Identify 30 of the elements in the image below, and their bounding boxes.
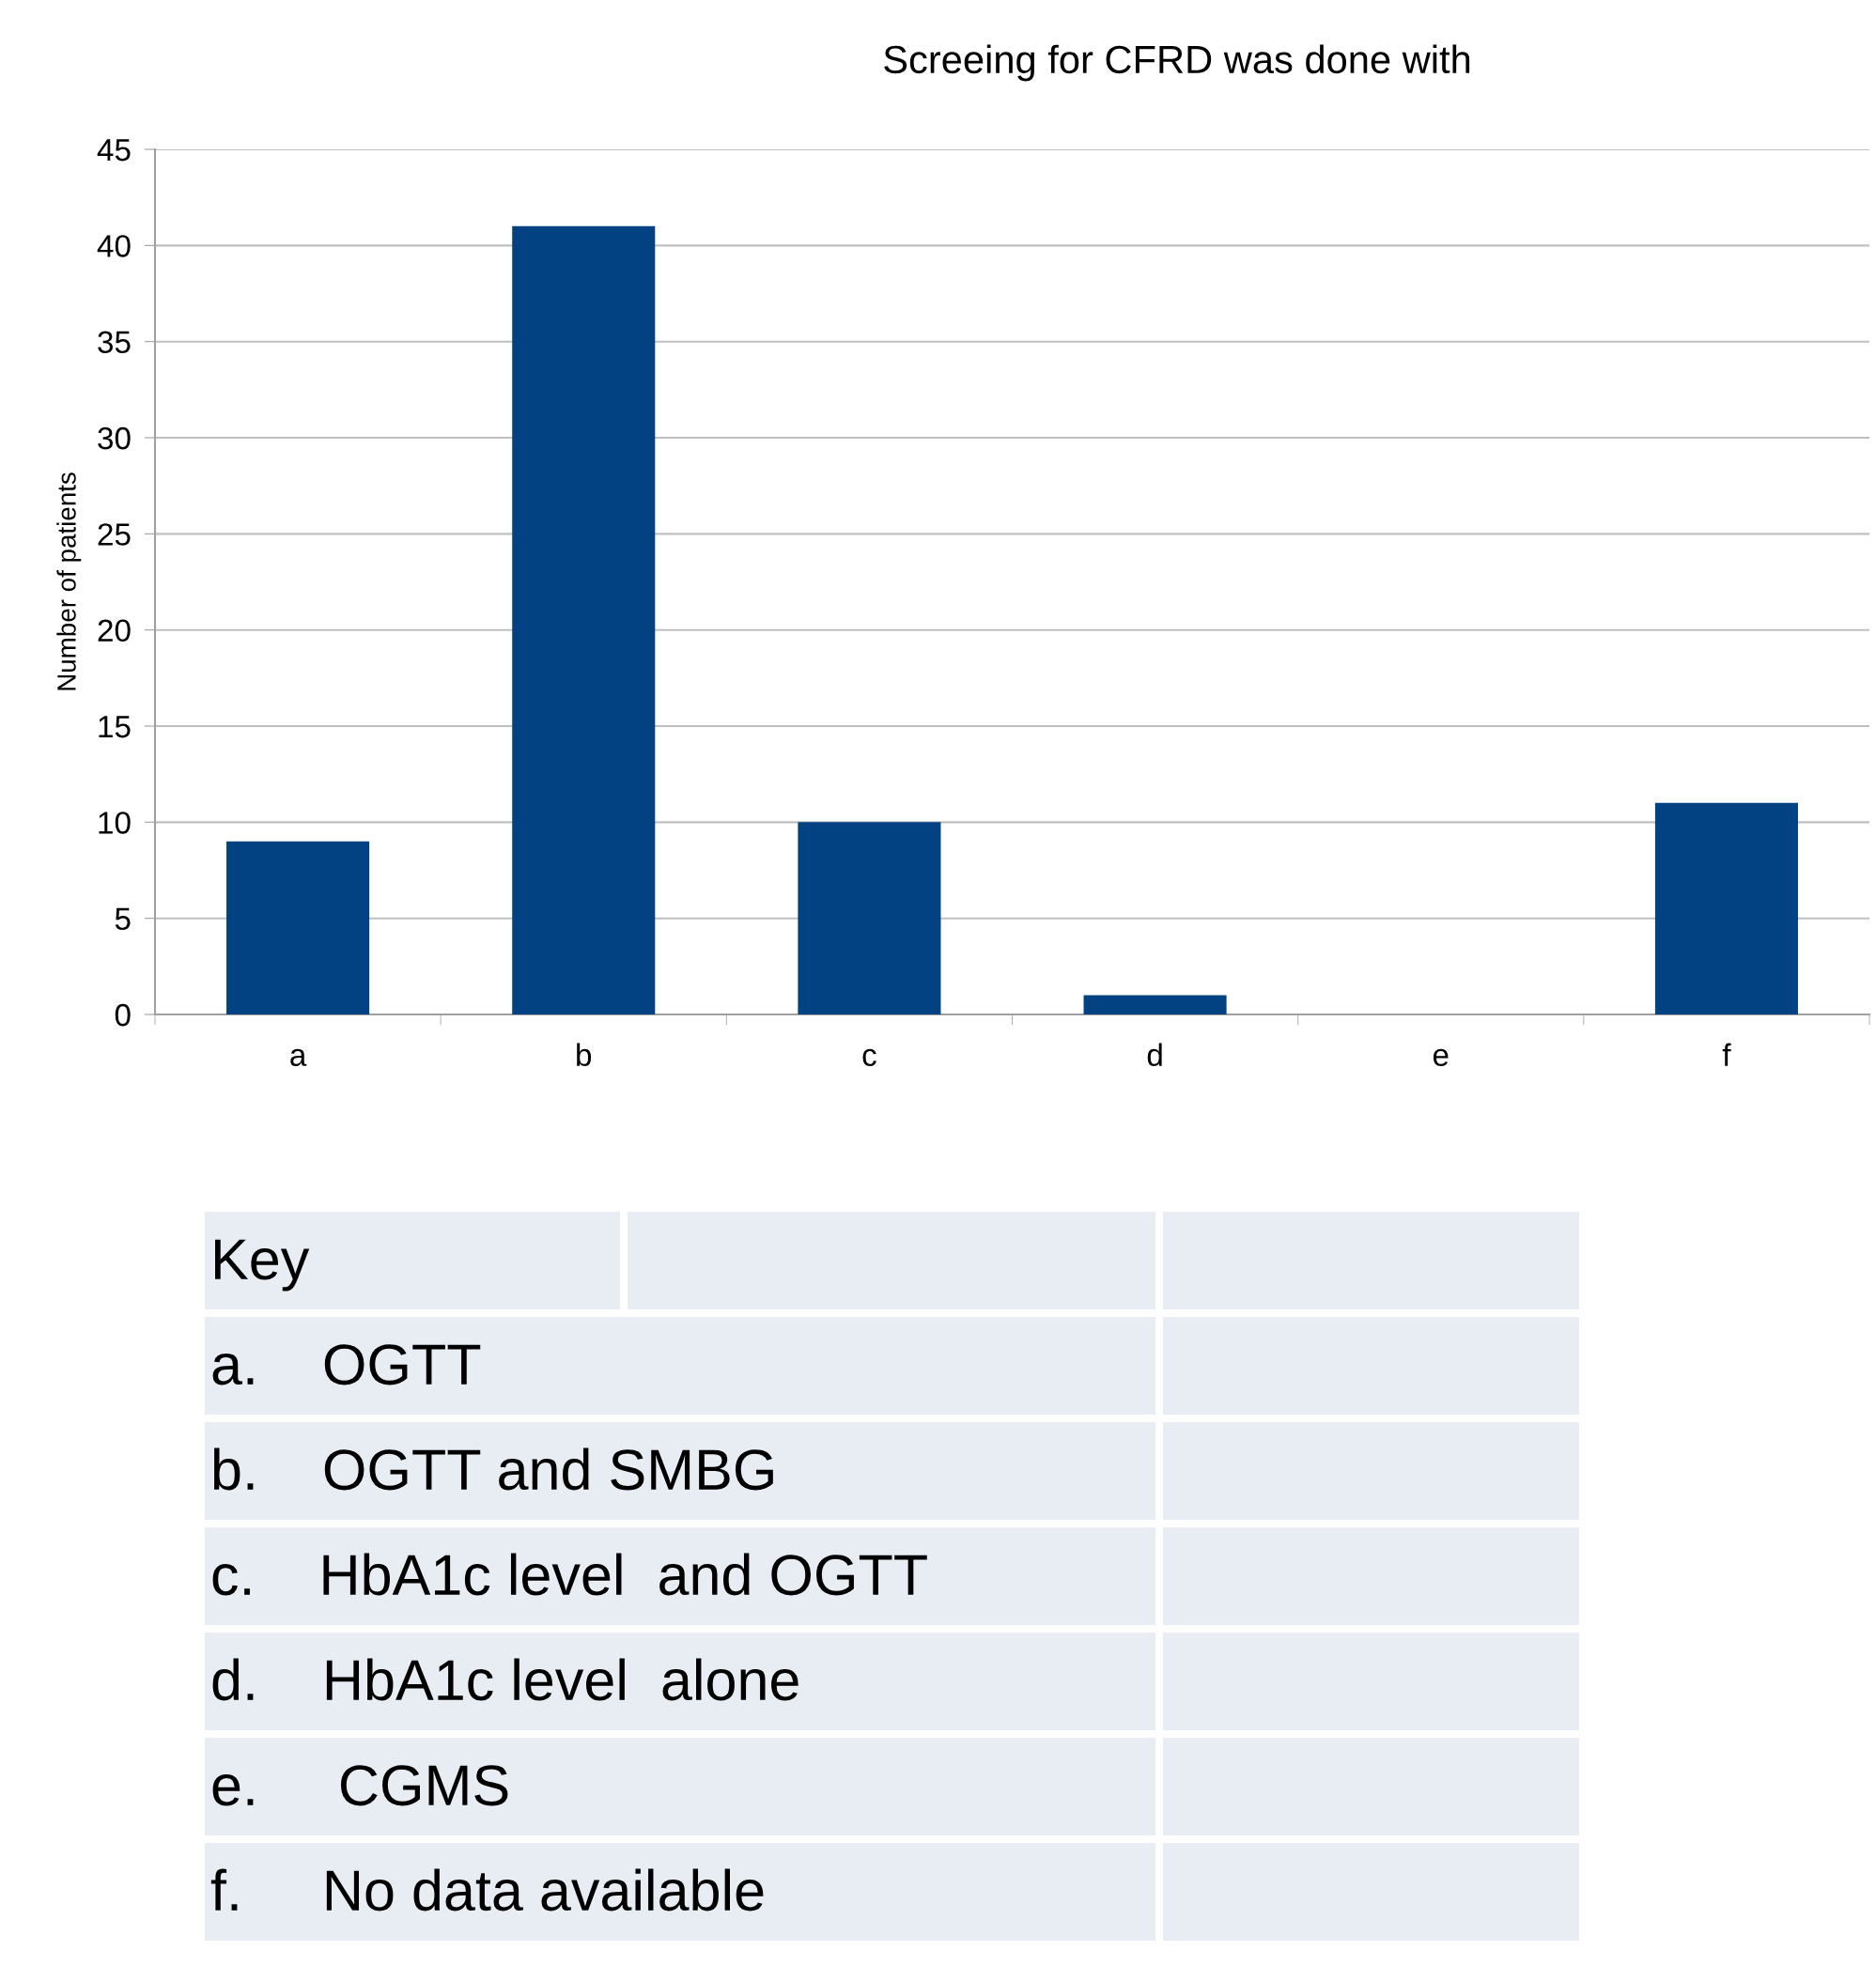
bar xyxy=(798,822,941,1014)
x-tick-label: f xyxy=(1722,1043,1731,1066)
text: e. CGMS xyxy=(212,1765,508,1806)
bar xyxy=(226,841,370,1014)
bar xyxy=(512,225,656,1014)
bar xyxy=(1083,995,1227,1014)
text: d. HbA1c level alone xyxy=(212,1658,798,1701)
text: Key xyxy=(215,1239,310,1292)
y-tick-label: 0 xyxy=(115,1003,131,1027)
x-tick-label: a xyxy=(290,1048,307,1067)
y-tick-label: 25 xyxy=(98,523,131,546)
y-tick-label: 20 xyxy=(98,619,131,642)
x-tick-label: d xyxy=(1147,1043,1162,1067)
text: c. HbA1c level and OGTT xyxy=(212,1553,927,1596)
text: b. OGTT and SMBG xyxy=(213,1447,773,1491)
bar xyxy=(1654,802,1798,1014)
text: a. OGTT xyxy=(212,1344,481,1385)
y-tick-label: 10 xyxy=(99,812,131,834)
y-tick-label: 35 xyxy=(98,331,131,354)
x-tick-label: b xyxy=(577,1043,592,1067)
y-axis-title: Number of patients xyxy=(56,472,82,690)
text: f. No data available xyxy=(210,1868,764,1911)
x-tick-label: c xyxy=(862,1048,876,1067)
x-tick-label: e xyxy=(1433,1048,1449,1067)
y-tick-label: 45 xyxy=(97,139,131,162)
y-tick-label: 5 xyxy=(115,907,131,931)
y-tick-label: 15 xyxy=(99,716,131,738)
y-tick-label: 40 xyxy=(97,235,131,257)
y-tick-label: 30 xyxy=(98,426,131,450)
chart-title: Screeing for CFRD was done with xyxy=(884,44,1470,82)
